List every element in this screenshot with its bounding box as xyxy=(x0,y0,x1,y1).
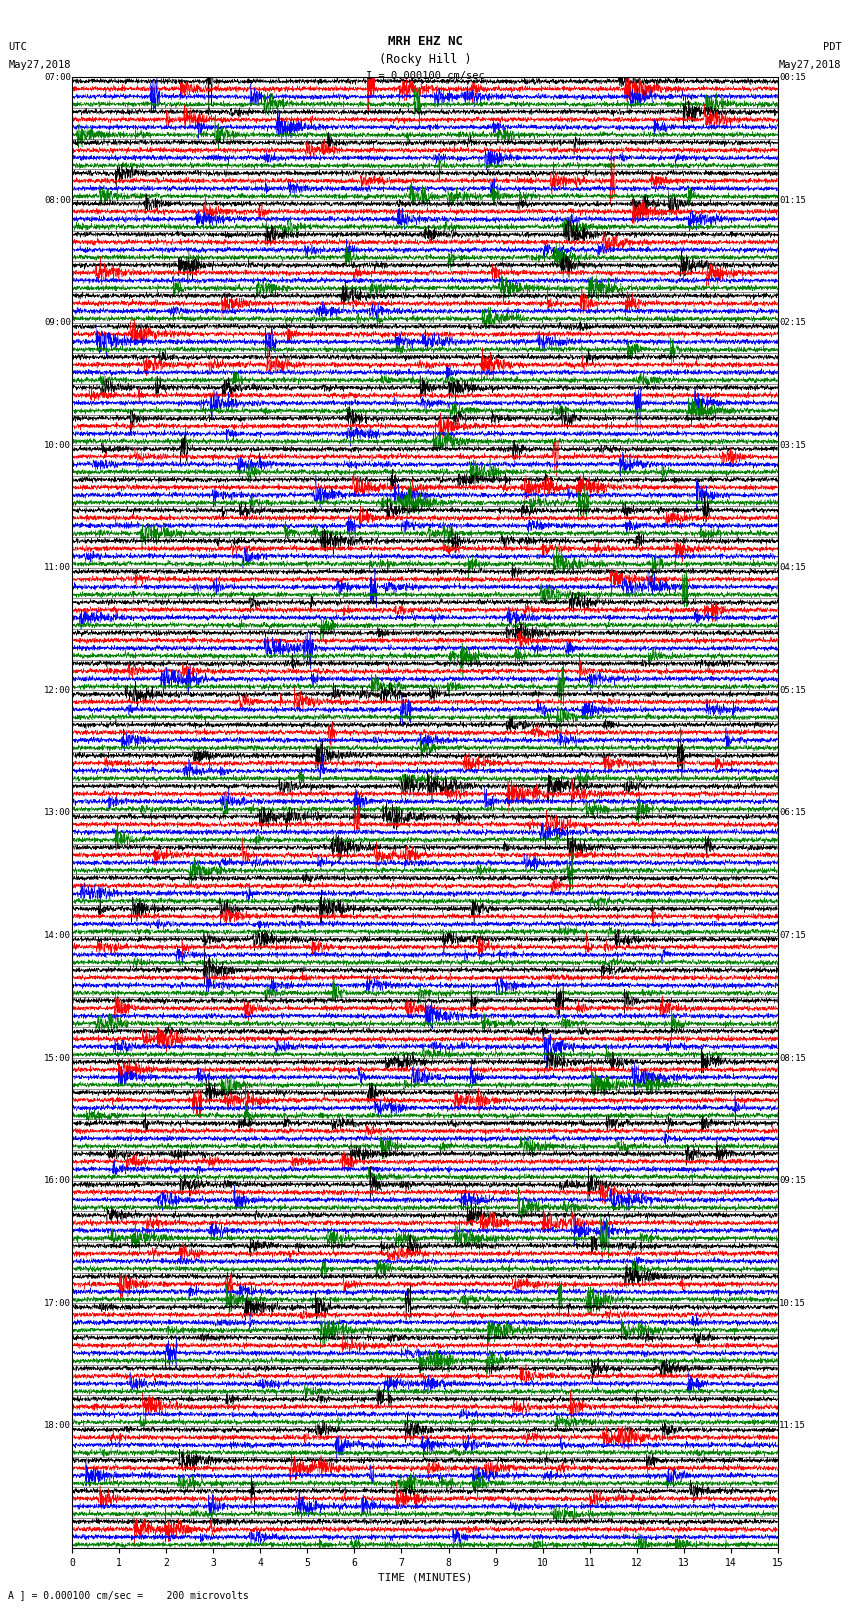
Text: 06:15: 06:15 xyxy=(779,808,806,818)
Text: 07:00: 07:00 xyxy=(44,73,71,82)
Text: 07:15: 07:15 xyxy=(779,931,806,940)
Text: (Rocky Hill ): (Rocky Hill ) xyxy=(379,53,471,66)
Text: 05:15: 05:15 xyxy=(779,686,806,695)
Text: MRH EHZ NC: MRH EHZ NC xyxy=(388,35,462,48)
Text: 09:00: 09:00 xyxy=(44,318,71,327)
Text: I = 0.000100 cm/sec: I = 0.000100 cm/sec xyxy=(366,71,484,81)
Text: 01:15: 01:15 xyxy=(779,195,806,205)
Text: 18:00: 18:00 xyxy=(44,1421,71,1431)
Text: PDT: PDT xyxy=(823,42,842,52)
Text: 11:00: 11:00 xyxy=(44,563,71,573)
Text: A ] = 0.000100 cm/sec =    200 microvolts: A ] = 0.000100 cm/sec = 200 microvolts xyxy=(8,1590,249,1600)
Text: 08:15: 08:15 xyxy=(779,1053,806,1063)
Text: UTC: UTC xyxy=(8,42,27,52)
Text: 03:15: 03:15 xyxy=(779,440,806,450)
Text: 16:00: 16:00 xyxy=(44,1176,71,1186)
Text: 15:00: 15:00 xyxy=(44,1053,71,1063)
Text: 11:15: 11:15 xyxy=(779,1421,806,1431)
Text: 10:00: 10:00 xyxy=(44,440,71,450)
Text: 04:15: 04:15 xyxy=(779,563,806,573)
X-axis label: TIME (MINUTES): TIME (MINUTES) xyxy=(377,1573,473,1582)
Text: 12:00: 12:00 xyxy=(44,686,71,695)
Text: 02:15: 02:15 xyxy=(779,318,806,327)
Text: 13:00: 13:00 xyxy=(44,808,71,818)
Text: 00:15: 00:15 xyxy=(779,73,806,82)
Text: 08:00: 08:00 xyxy=(44,195,71,205)
Text: 10:15: 10:15 xyxy=(779,1298,806,1308)
Text: May27,2018: May27,2018 xyxy=(779,60,842,69)
Text: May27,2018: May27,2018 xyxy=(8,60,71,69)
Text: 17:00: 17:00 xyxy=(44,1298,71,1308)
Text: 14:00: 14:00 xyxy=(44,931,71,940)
Text: 09:15: 09:15 xyxy=(779,1176,806,1186)
